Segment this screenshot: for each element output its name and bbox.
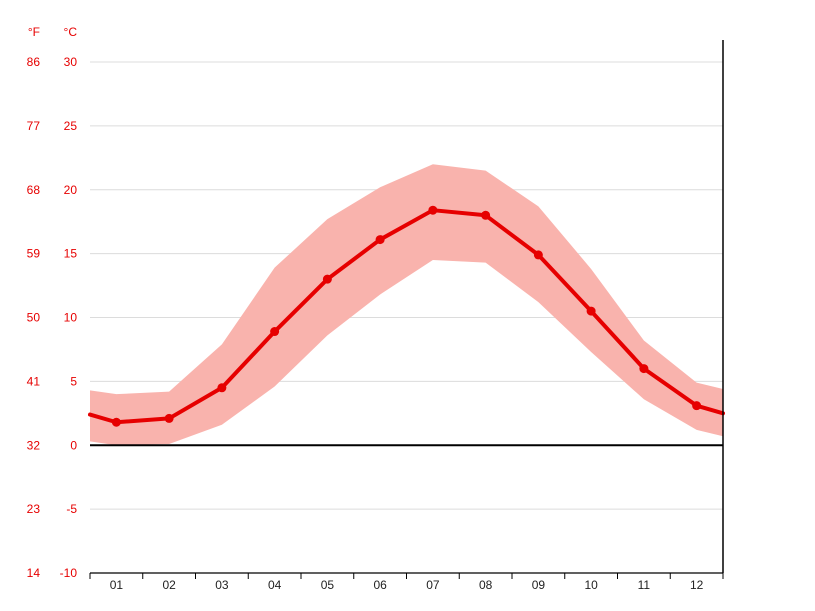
mean-point bbox=[533, 250, 543, 260]
month-label: 01 bbox=[110, 578, 124, 592]
mean-point bbox=[481, 210, 491, 220]
f-axis-label: 68 bbox=[27, 183, 41, 197]
c-axis-label: -5 bbox=[66, 502, 77, 516]
celsius-unit-label: °C bbox=[64, 25, 78, 39]
month-label: 06 bbox=[373, 578, 387, 592]
c-axis-label: 15 bbox=[64, 247, 78, 261]
month-label: 09 bbox=[532, 578, 546, 592]
f-axis-label: 77 bbox=[27, 119, 41, 133]
month-label: 02 bbox=[162, 578, 176, 592]
c-axis-label: 10 bbox=[64, 311, 78, 325]
f-axis-label: 59 bbox=[27, 247, 41, 261]
f-axis-label: 14 bbox=[27, 566, 41, 580]
mean-point bbox=[639, 364, 649, 374]
f-axis-label: 41 bbox=[27, 374, 41, 388]
f-axis-label: 86 bbox=[27, 55, 41, 69]
c-axis-label: 20 bbox=[64, 183, 78, 197]
f-axis-label: 50 bbox=[27, 311, 41, 325]
mean-point bbox=[270, 327, 280, 337]
month-label: 05 bbox=[321, 578, 335, 592]
mean-point bbox=[375, 235, 385, 245]
c-axis-label: 30 bbox=[64, 55, 78, 69]
month-label: 08 bbox=[479, 578, 493, 592]
month-label: 12 bbox=[690, 578, 704, 592]
c-axis-label: -10 bbox=[60, 566, 78, 580]
fahrenheit-unit-label: °F bbox=[28, 25, 40, 39]
month-label: 11 bbox=[638, 578, 651, 592]
c-axis-label: 25 bbox=[64, 119, 78, 133]
mean-point bbox=[428, 205, 438, 215]
month-label: 10 bbox=[584, 578, 598, 592]
mean-point bbox=[217, 383, 227, 393]
mean-point bbox=[322, 274, 332, 284]
month-label: 03 bbox=[215, 578, 229, 592]
month-label: 04 bbox=[268, 578, 282, 592]
f-axis-label: 23 bbox=[27, 502, 41, 516]
mean-temperature-line bbox=[88, 208, 725, 425]
f-axis-label: 32 bbox=[27, 438, 41, 452]
mean-point bbox=[164, 413, 174, 423]
mean-point bbox=[586, 306, 596, 316]
temperature-band bbox=[90, 164, 723, 446]
month-label: 07 bbox=[426, 578, 440, 592]
mean-point bbox=[111, 417, 121, 427]
mean-point bbox=[692, 401, 702, 411]
c-axis-label: 5 bbox=[70, 374, 77, 388]
c-axis-label: 0 bbox=[70, 438, 77, 452]
